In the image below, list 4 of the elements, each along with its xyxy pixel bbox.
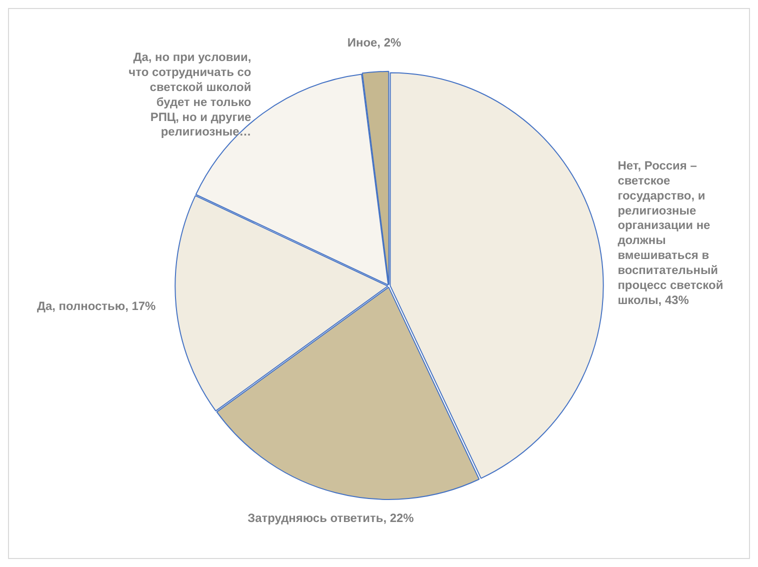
- slice-label: Затрудняюсь ответить, 22%: [248, 511, 414, 526]
- category-label: Нет, Россия – светское государство, и религиозные организации не должны вмешиваться в воспитательный процесс светской школы, 43%: [618, 158, 724, 307]
- slice-label: Иное, 2%: [347, 36, 402, 50]
- slice-label: Да, полностью, 17%: [36, 298, 156, 313]
